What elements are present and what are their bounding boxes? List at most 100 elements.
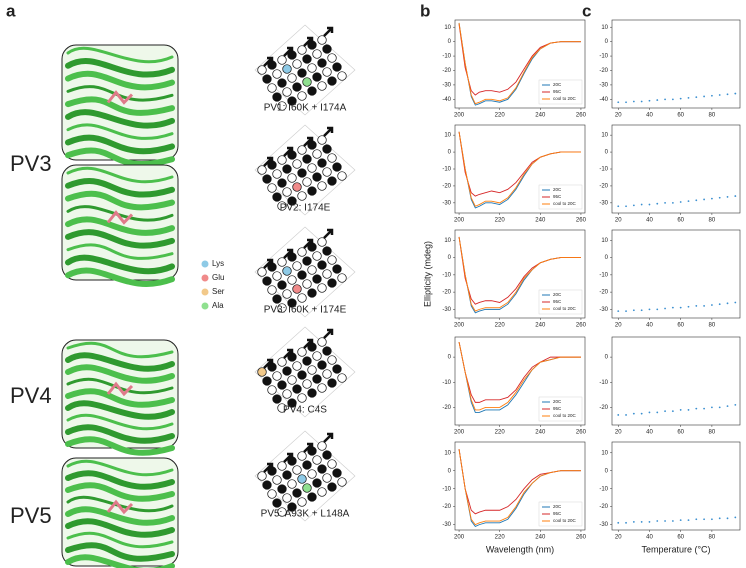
- residue: [302, 356, 312, 366]
- melt-point: [625, 310, 627, 312]
- residue: [287, 375, 297, 385]
- protein-label: PV4: [10, 383, 52, 408]
- ribbon: [65, 190, 175, 211]
- melt-point: [679, 519, 682, 522]
- residue: [312, 478, 322, 488]
- melt-point: [640, 521, 643, 523]
- melt-point: [695, 96, 698, 99]
- residue: [277, 280, 287, 290]
- residue: [322, 269, 332, 279]
- x-tick-label: 260: [576, 323, 587, 329]
- residue: [297, 474, 307, 484]
- residue: [282, 87, 292, 97]
- melt-point: [734, 195, 737, 197]
- x-tick-label: 240: [535, 218, 546, 224]
- melt-point: [711, 518, 713, 521]
- side-chain: [106, 499, 134, 515]
- melt-point: [703, 518, 705, 521]
- residue: [297, 347, 307, 357]
- residue: [317, 260, 327, 270]
- strand-arrow: [323, 328, 334, 339]
- residue: [267, 160, 277, 170]
- y-tick-label: -30: [442, 307, 451, 313]
- melt-point: [648, 203, 651, 206]
- legend-label: Lys: [212, 259, 224, 268]
- melt-point: [632, 521, 635, 523]
- y-tick-label: -10: [599, 54, 608, 60]
- legend-label: 20C: [553, 82, 562, 87]
- axes-frame: [454, 441, 586, 531]
- ribbon: [65, 482, 175, 502]
- y-tick-label: -10: [599, 486, 608, 492]
- melt-point: [656, 520, 659, 522]
- melt-point: [671, 306, 674, 309]
- ribbon: [66, 46, 174, 64]
- melt-point: [648, 308, 651, 311]
- ribbon: [65, 470, 175, 490]
- ribbon: [65, 229, 175, 249]
- y-tick-label: -10: [442, 167, 451, 173]
- residue: [292, 82, 302, 92]
- ribbon: [65, 388, 175, 408]
- ribbon: [65, 216, 175, 236]
- diagram-outline: [254, 326, 356, 418]
- legend-dot: [201, 288, 209, 296]
- residue: [307, 446, 317, 456]
- protein-structure: [61, 44, 179, 167]
- y-tick-label: 0: [448, 39, 452, 45]
- melt-point: [632, 309, 635, 312]
- x-tick-label: 200: [454, 535, 465, 541]
- residue: [282, 289, 292, 299]
- melt-point: [726, 93, 729, 96]
- legend-label: 95C: [553, 511, 562, 516]
- y-axis-label: Ellipticity (mdeg): [422, 241, 432, 307]
- protein-structure: [61, 457, 179, 568]
- residue: [287, 196, 297, 206]
- melt-point: [632, 100, 635, 103]
- legend-label: 95C: [553, 299, 562, 304]
- melt-point: [656, 308, 659, 311]
- melt-point: [695, 407, 698, 410]
- y-tick-label: 0: [605, 255, 609, 261]
- residue: [307, 469, 317, 479]
- melt-point: [687, 97, 690, 99]
- residue: [327, 153, 337, 163]
- residue: [267, 385, 277, 395]
- melt-point: [679, 201, 682, 203]
- residue: [302, 379, 312, 389]
- melt-point: [625, 205, 627, 208]
- residue: [297, 393, 307, 403]
- legend-label: Ser: [212, 287, 225, 296]
- residue: [332, 468, 342, 478]
- y-tick-label: 10: [444, 450, 451, 456]
- x-tick-label: 260: [576, 218, 587, 224]
- residue: [302, 460, 312, 470]
- y-tick-label: 0: [448, 255, 452, 261]
- x-tick-label: 80: [709, 535, 716, 541]
- x-tick-label: 200: [454, 430, 465, 436]
- strand-arrow: [323, 26, 334, 37]
- legend-label: cool to 20C: [553, 413, 577, 418]
- melt-point: [711, 304, 713, 306]
- x-tick-label: 20: [615, 323, 622, 329]
- residue: [287, 150, 297, 160]
- ribbon: [66, 413, 174, 431]
- protein-label: PV3: [10, 151, 52, 176]
- residue: [287, 252, 297, 262]
- melt-point: [679, 97, 682, 100]
- residue: [262, 74, 272, 84]
- x-axis-label: Wavelength (nm): [486, 544, 554, 554]
- residue: [267, 489, 277, 499]
- x-tick-label: 60: [677, 535, 684, 541]
- melt-point: [617, 521, 620, 524]
- x-tick-label: 60: [677, 323, 684, 329]
- residue: [257, 65, 267, 75]
- residue: [272, 371, 282, 381]
- melt-point: [718, 517, 721, 520]
- x-axis-label: Temperature (°C): [641, 544, 710, 554]
- diagram-outline: [254, 124, 356, 216]
- x-tick-label: 20: [615, 218, 622, 224]
- residue: [337, 171, 347, 181]
- melt-point: [718, 94, 721, 96]
- melt-point: [703, 407, 705, 410]
